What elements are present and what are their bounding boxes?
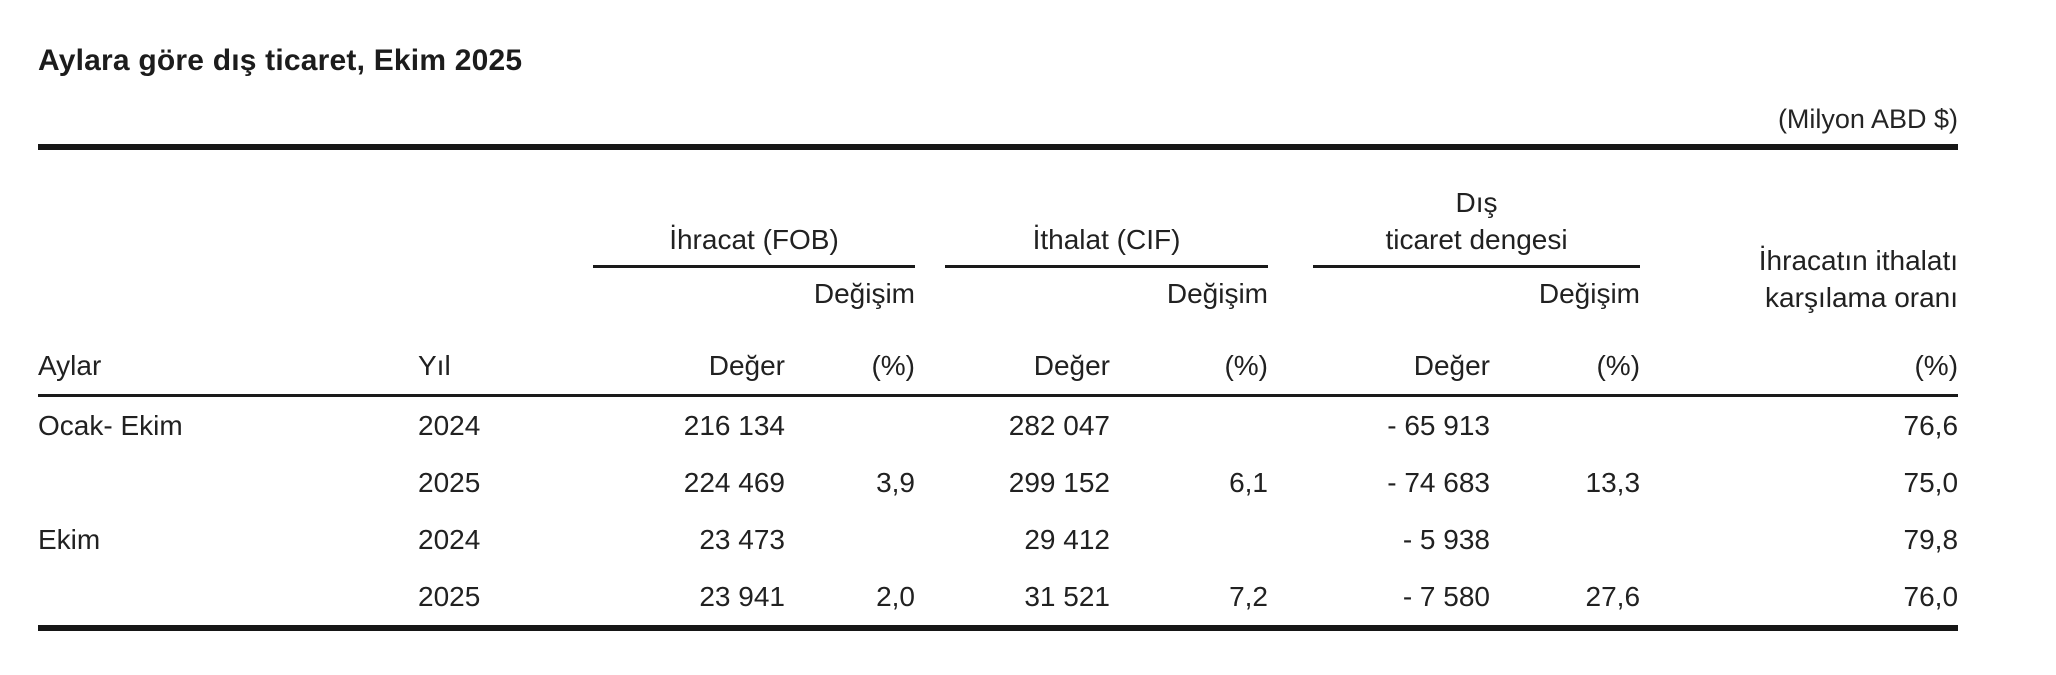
cell-export-value: 224 469 xyxy=(683,466,785,498)
cell-export-value: 23 941 xyxy=(699,580,785,612)
cell-import-change xyxy=(1110,511,1268,568)
balance-group-label-top: Dış xyxy=(1455,187,1498,219)
cell-month: Ocak- Ekim xyxy=(38,409,183,441)
cell-year: 2024 xyxy=(418,523,481,555)
imports-change-label: Değişim xyxy=(1166,277,1268,309)
imports-group-header: İthalat (CIF) xyxy=(915,147,1268,268)
col-header-import-percent: (%) xyxy=(1110,319,1268,397)
table-row: 2025 23 941 2,0 31 521 7,2 - 7 580 27,6 … xyxy=(38,568,1958,628)
cell-import-value: 299 152 xyxy=(1008,466,1110,498)
col-header-export-percent: (%) xyxy=(785,319,915,397)
group-header-spacer xyxy=(38,147,503,268)
change-row-spacer xyxy=(1268,268,1490,319)
imports-group-label: İthalat (CIF) xyxy=(1032,223,1181,255)
cell-coverage-ratio: 76,0 xyxy=(1903,580,1959,612)
unit-note: (Milyon ABD $) xyxy=(1777,104,1958,134)
change-row-spacer xyxy=(38,268,785,319)
cell-export-change xyxy=(785,396,915,455)
cell-import-value: 29 412 xyxy=(1024,523,1110,555)
exports-group-header: İhracat (FOB) xyxy=(503,147,915,268)
balance-change-label: Değişim xyxy=(1538,277,1641,309)
cell-year: 2025 xyxy=(418,466,481,498)
cell-month xyxy=(38,454,418,511)
cell-year: 2025 xyxy=(418,580,481,612)
cell-export-change xyxy=(785,511,915,568)
coverage-ratio-header: İhracatın ithalatı karşılama oranı xyxy=(1640,147,1958,319)
change-label-row: Değişim Değişim Değişim xyxy=(38,268,1958,319)
cell-balance-value: - 65 913 xyxy=(1387,409,1490,441)
cell-coverage-ratio: 76,6 xyxy=(1903,409,1959,441)
cell-balance-change xyxy=(1490,511,1640,568)
change-row-spacer xyxy=(915,268,1110,319)
cell-balance-change xyxy=(1490,396,1640,455)
cell-import-change xyxy=(1110,396,1268,455)
exports-group-label: İhracat (FOB) xyxy=(669,223,839,255)
cell-import-change: 7,2 xyxy=(1229,580,1268,612)
cell-coverage-ratio: 79,8 xyxy=(1903,523,1959,555)
cell-balance-value: - 74 683 xyxy=(1387,466,1490,498)
cell-export-value: 216 134 xyxy=(683,409,785,441)
coverage-ratio-label-line1: İhracatın ithalatı xyxy=(1758,245,1959,277)
cell-balance-change: 27,6 xyxy=(1585,580,1641,612)
cell-balance-value: - 7 580 xyxy=(1402,580,1490,612)
col-header-months: Aylar xyxy=(38,319,418,397)
table-row: 2025 224 469 3,9 299 152 6,1 - 74 683 13… xyxy=(38,454,1958,511)
cell-month: Ekim xyxy=(38,523,101,555)
balance-group-header: Dış ticaret dengesi xyxy=(1268,147,1641,268)
coverage-ratio-label-line2: karşılama oranı xyxy=(1765,282,1959,314)
exports-change-label: Değişim xyxy=(813,277,915,309)
cell-year: 2024 xyxy=(418,409,481,441)
cell-coverage-ratio: 75,0 xyxy=(1903,466,1959,498)
col-header-year: Yıl xyxy=(418,319,503,397)
cell-month xyxy=(38,568,418,628)
cell-export-change: 3,9 xyxy=(876,466,915,498)
table-row: Ekim 2024 23 473 29 412 - 5 938 79,8 xyxy=(38,511,1958,568)
page-title: Aylara göre dış ticaret, Ekim 2025 xyxy=(38,44,523,77)
balance-group-label: ticaret dengesi xyxy=(1385,223,1568,255)
col-header-balance-percent: (%) xyxy=(1490,319,1641,397)
cell-balance-change: 13,3 xyxy=(1585,466,1641,498)
cell-import-change: 6,1 xyxy=(1229,466,1268,498)
table-row: Ocak- Ekim 2024 216 134 282 047 - 65 913… xyxy=(38,396,1958,455)
col-header-export-value: Değer xyxy=(503,319,785,397)
column-header-row: Aylar Yıl Değer (%) Değer (%) Değer (%) … xyxy=(38,319,1959,397)
cell-import-value: 31 521 xyxy=(1024,580,1110,612)
cell-balance-value: - 5 938 xyxy=(1402,523,1490,555)
col-header-coverage-percent: (%) xyxy=(1640,319,1959,397)
cell-export-change: 2,0 xyxy=(876,580,915,612)
col-header-balance-value: Değer xyxy=(1268,319,1490,397)
cell-export-value: 23 473 xyxy=(699,523,785,555)
cell-import-value: 282 047 xyxy=(1008,409,1110,441)
trade-table: İhracat (FOB) İthalat (CIF) Dış ticaret … xyxy=(38,144,1959,631)
trade-bulletin-page: Aylara göre dış ticaret, Ekim 2025 (Mily… xyxy=(38,44,1959,631)
group-header-row: İhracat (FOB) İthalat (CIF) Dış ticaret … xyxy=(38,147,1958,313)
col-header-import-value: Değer xyxy=(915,319,1110,397)
